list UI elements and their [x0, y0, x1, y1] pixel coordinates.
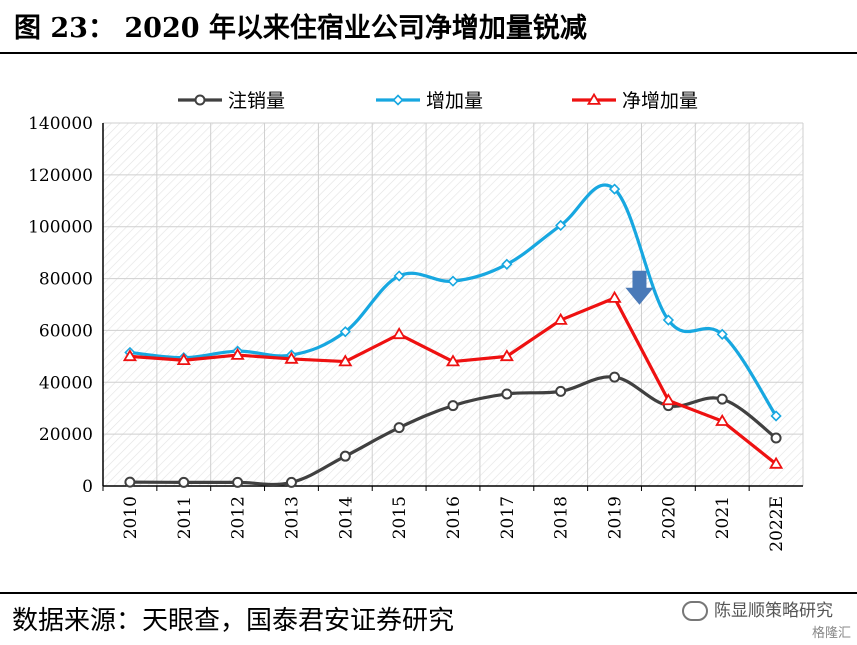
data-point	[285, 476, 297, 488]
data-point	[232, 476, 244, 488]
data-point	[501, 258, 513, 270]
series-group	[122, 183, 784, 488]
data-point	[501, 388, 513, 400]
y-tick-label: 0	[82, 477, 93, 497]
data-point	[122, 349, 137, 362]
data-point	[178, 476, 190, 488]
data-point	[609, 371, 621, 383]
data-point	[447, 275, 459, 287]
y-tick-label: 20000	[39, 425, 93, 445]
watermark-label: 陈显顺策略研究	[714, 601, 833, 621]
down-arrow-icon	[625, 270, 654, 305]
data-point	[769, 456, 784, 469]
data-point	[607, 290, 622, 303]
y-tick-label: 60000	[39, 321, 93, 341]
legend-label: 增加量	[426, 90, 483, 112]
x-tick-label: 2017	[498, 496, 518, 539]
watermark-sub: 格隆汇	[811, 626, 851, 641]
legend-marker	[392, 94, 404, 106]
data-point	[555, 385, 567, 397]
data-point	[392, 327, 407, 340]
x-tick-label: 2013	[282, 496, 302, 539]
legend: 注销量 增加量 净增加量	[178, 90, 698, 112]
series-0	[124, 371, 782, 488]
legend-label: 注销量	[228, 90, 285, 112]
data-point	[338, 354, 353, 367]
x-tick-label: 2010	[121, 496, 141, 539]
series-line	[129, 183, 778, 417]
legend-marker	[194, 94, 206, 106]
data-point	[715, 413, 730, 426]
x-tick-label: 2018	[552, 496, 572, 539]
data-point	[393, 422, 405, 434]
x-tick-label: 2021	[713, 496, 733, 539]
data-point	[608, 183, 621, 195]
data-point	[445, 354, 461, 367]
plot-area	[103, 123, 803, 486]
x-tick-label: 2020	[659, 496, 679, 539]
x-tick-label: 2014	[336, 496, 356, 539]
y-tick-label: 80000	[39, 270, 93, 290]
data-point	[393, 270, 405, 282]
legend-label: 净增加量	[622, 90, 698, 112]
wechat-icon	[682, 601, 708, 621]
data-point	[499, 349, 514, 362]
data-point	[716, 328, 728, 340]
data-point	[230, 347, 245, 360]
top-rule	[0, 52, 857, 54]
data-point	[716, 393, 728, 405]
axes: 0 20000 40000 60000 80000 100000 120000 140000 2…	[28, 114, 803, 552]
source-note: 数据来源：天眼查，国泰君安证券研究	[12, 606, 455, 636]
data-point	[124, 476, 136, 488]
data-point	[339, 326, 351, 338]
title-bar: 图 23： 2020 年以来住宿业公司净增加量锐减	[0, 0, 857, 50]
x-tick-label: 2015	[390, 496, 410, 539]
y-tick-label: 100000	[28, 218, 93, 238]
data-point	[447, 400, 459, 412]
data-point	[661, 393, 676, 406]
legend-marker	[586, 92, 602, 105]
data-point	[770, 432, 782, 444]
series-2	[122, 290, 784, 469]
x-tick-label: 2012	[229, 496, 249, 539]
data-point	[770, 410, 782, 422]
y-tick-label: 120000	[28, 166, 93, 186]
data-point	[176, 352, 191, 365]
y-tick-label: 40000	[39, 373, 93, 393]
y-tick-label: 140000	[28, 114, 93, 134]
figure-title: 图 23： 2020 年以来住宿业公司净增加量锐减	[14, 13, 587, 44]
x-tick-label: 2011	[175, 496, 195, 539]
data-point	[339, 450, 351, 462]
bottom-rule	[0, 592, 857, 594]
x-tick-label: 2016	[444, 496, 464, 539]
data-point	[284, 351, 299, 364]
data-point	[553, 312, 568, 325]
annotation-group	[625, 270, 654, 305]
watermark: 陈显顺策略研究	[682, 596, 833, 621]
data-point	[662, 314, 675, 326]
x-tick-label: 2019	[606, 496, 626, 539]
line-chart: 0 20000 40000 60000 80000 100000 120000 140000 2…	[28, 90, 804, 552]
data-point	[555, 219, 567, 232]
x-tick-label: 2022E	[767, 496, 787, 552]
